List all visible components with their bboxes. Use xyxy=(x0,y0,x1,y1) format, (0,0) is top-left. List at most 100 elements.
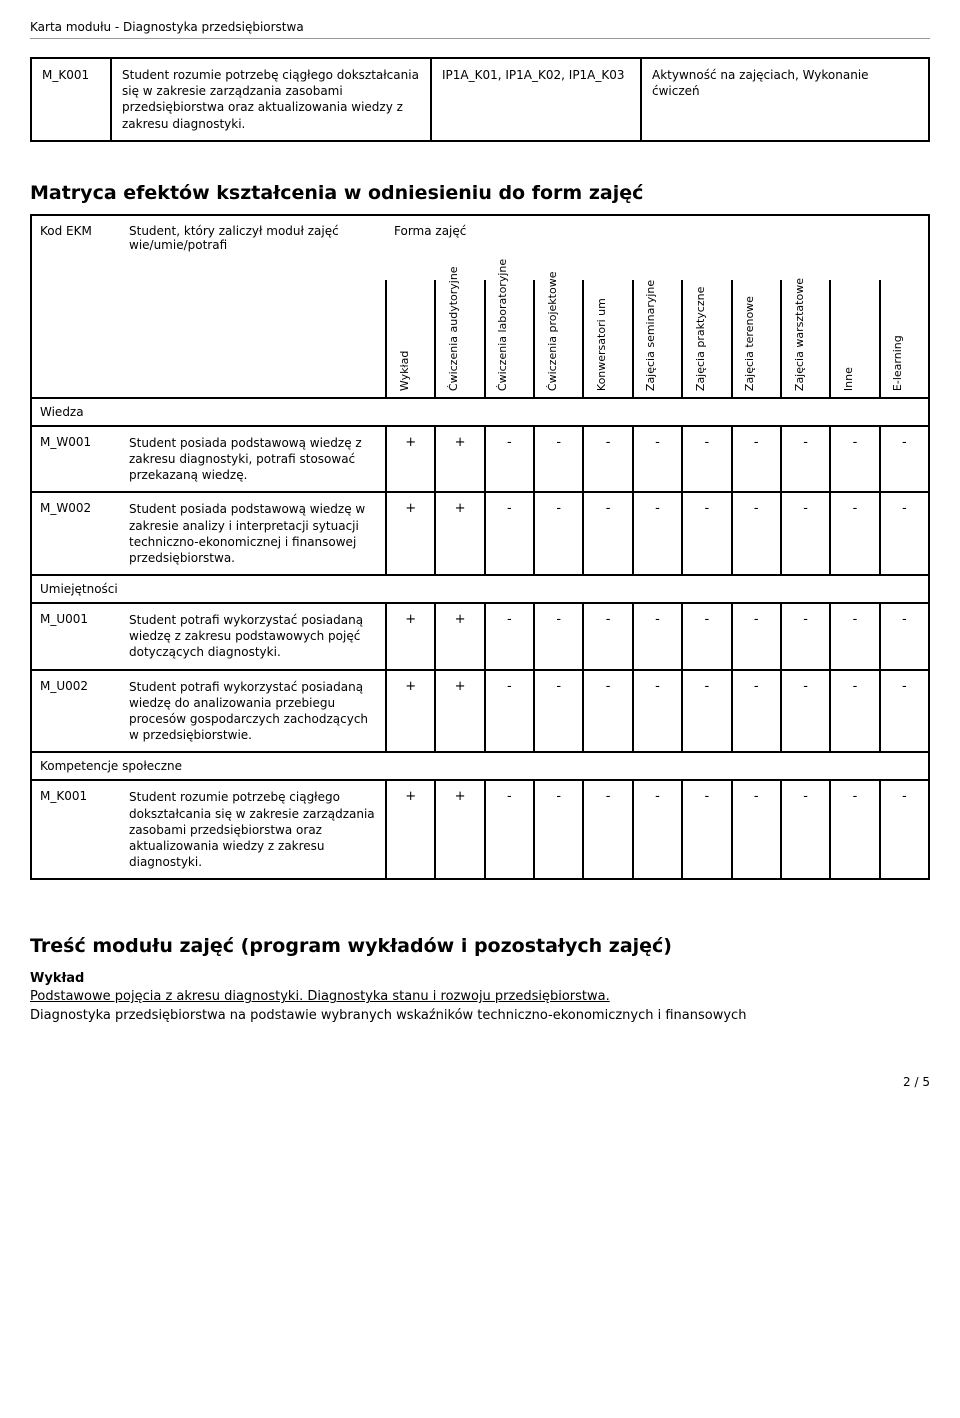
row-descr: Student posiada podstawową wiedzę w zakr… xyxy=(121,492,386,575)
outcome-description: Student rozumie potrzebę ciągłego dokszt… xyxy=(111,58,431,141)
table-row: M_W002 Student posiada podstawową wiedzę… xyxy=(31,492,929,575)
row-code: M_U002 xyxy=(31,670,121,753)
mark: + xyxy=(435,670,484,753)
outcome-code: M_K001 xyxy=(31,58,111,141)
table-row: M_W001 Student posiada podstawową wiedzę… xyxy=(31,426,929,493)
mark: - xyxy=(880,780,929,879)
content-underline: Podstawowe pojęcia z akresu diagnostyki.… xyxy=(30,989,610,1004)
mark: + xyxy=(386,780,435,879)
form-header: E-learning xyxy=(880,280,929,398)
mark: - xyxy=(682,492,731,575)
mark: + xyxy=(386,492,435,575)
col-forma: Forma zajęć xyxy=(386,215,929,280)
mark: + xyxy=(435,780,484,879)
mark: + xyxy=(386,603,435,670)
mark: - xyxy=(830,603,879,670)
mark: - xyxy=(682,603,731,670)
mark: - xyxy=(880,603,929,670)
mark: - xyxy=(732,603,781,670)
matrix-title: Matryca efektów kształcenia w odniesieni… xyxy=(30,182,930,204)
mark: - xyxy=(682,780,731,879)
form-header: Wykład xyxy=(386,280,435,398)
group-label: Wiedza xyxy=(31,398,929,426)
page-header: Karta modułu - Diagnostyka przedsiębiors… xyxy=(30,20,930,39)
table-row: M_U001 Student potrafi wykorzystać posia… xyxy=(31,603,929,670)
col-zaliczyl: Student, który zaliczył moduł zajęć wie/… xyxy=(121,215,386,280)
row-code: M_K001 xyxy=(31,780,121,879)
mark: - xyxy=(633,603,682,670)
mark: - xyxy=(781,603,830,670)
mark: - xyxy=(732,670,781,753)
mark: + xyxy=(386,426,435,493)
mark: - xyxy=(534,670,583,753)
mark: - xyxy=(732,780,781,879)
mark: - xyxy=(633,492,682,575)
group-label: Umiejętności xyxy=(31,575,929,603)
mark: - xyxy=(830,670,879,753)
page-footer: 2 / 5 xyxy=(30,1075,930,1089)
content-subheading: Wykład xyxy=(30,971,930,986)
mark: - xyxy=(583,670,632,753)
mark: - xyxy=(485,670,534,753)
table-row: M_K001 Student rozumie potrzebę ciągłego… xyxy=(31,58,929,141)
mark: - xyxy=(534,426,583,493)
form-header: Konwersatori um xyxy=(583,280,632,398)
mark: - xyxy=(534,603,583,670)
mark: + xyxy=(435,603,484,670)
matrix-forms-row: Wykład Ćwiczenia audytoryjne Ćwiczenia l… xyxy=(31,280,929,398)
mark: - xyxy=(781,780,830,879)
form-header: Inne xyxy=(830,280,879,398)
mark: - xyxy=(830,426,879,493)
outcome-activity: Aktywność na zajęciach, Wykonanie ćwicze… xyxy=(641,58,929,141)
mark: - xyxy=(583,492,632,575)
content-section-title: Treść modułu zajęć (program wykładów i p… xyxy=(30,935,930,957)
mark: - xyxy=(583,426,632,493)
mark: - xyxy=(485,426,534,493)
mark: - xyxy=(633,426,682,493)
mark: - xyxy=(682,426,731,493)
mark: + xyxy=(386,670,435,753)
form-header: Ćwiczenia projektowe xyxy=(534,280,583,398)
mark: - xyxy=(781,492,830,575)
mark: - xyxy=(534,492,583,575)
mark: - xyxy=(485,492,534,575)
form-header: Ćwiczenia laboratoryjne xyxy=(485,280,534,398)
form-header: Zajęcia praktyczne xyxy=(682,280,731,398)
table-row: M_K001 Student rozumie potrzebę ciągłego… xyxy=(31,780,929,879)
outcome-refs: IP1A_K01, IP1A_K02, IP1A_K03 xyxy=(431,58,641,141)
mark: - xyxy=(830,780,879,879)
mark: - xyxy=(682,670,731,753)
mark: - xyxy=(583,780,632,879)
outcomes-table: M_K001 Student rozumie potrzebę ciągłego… xyxy=(30,57,930,142)
table-row: M_U002 Student potrafi wykorzystać posia… xyxy=(31,670,929,753)
mark: - xyxy=(781,426,830,493)
mark: - xyxy=(583,603,632,670)
col-kod-ekm: Kod EKM xyxy=(31,215,121,280)
row-code: M_U001 xyxy=(31,603,121,670)
mark: - xyxy=(485,603,534,670)
row-descr: Student rozumie potrzebę ciągłego dokszt… xyxy=(121,780,386,879)
matrix-table: Kod EKM Student, który zaliczył moduł za… xyxy=(30,214,930,881)
row-code: M_W001 xyxy=(31,426,121,493)
mark: + xyxy=(435,492,484,575)
mark: - xyxy=(732,426,781,493)
mark: - xyxy=(633,780,682,879)
mark: - xyxy=(880,426,929,493)
mark: + xyxy=(435,426,484,493)
form-header: Zajęcia warsztatowe xyxy=(781,280,830,398)
row-descr: Student potrafi wykorzystać posiadaną wi… xyxy=(121,670,386,753)
form-header: Zajęcia terenowe xyxy=(732,280,781,398)
form-header: Ćwiczenia audytoryjne xyxy=(435,280,484,398)
mark: - xyxy=(880,492,929,575)
content-body-text: Diagnostyka przedsiębiorstwa na podstawi… xyxy=(30,1008,746,1023)
mark: - xyxy=(485,780,534,879)
mark: - xyxy=(830,492,879,575)
row-code: M_W002 xyxy=(31,492,121,575)
group-label: Kompetencje społeczne xyxy=(31,752,929,780)
form-header: Zajęcia seminaryjne xyxy=(633,280,682,398)
mark: - xyxy=(781,670,830,753)
row-descr: Student posiada podstawową wiedzę z zakr… xyxy=(121,426,386,493)
mark: - xyxy=(633,670,682,753)
mark: - xyxy=(732,492,781,575)
mark: - xyxy=(534,780,583,879)
